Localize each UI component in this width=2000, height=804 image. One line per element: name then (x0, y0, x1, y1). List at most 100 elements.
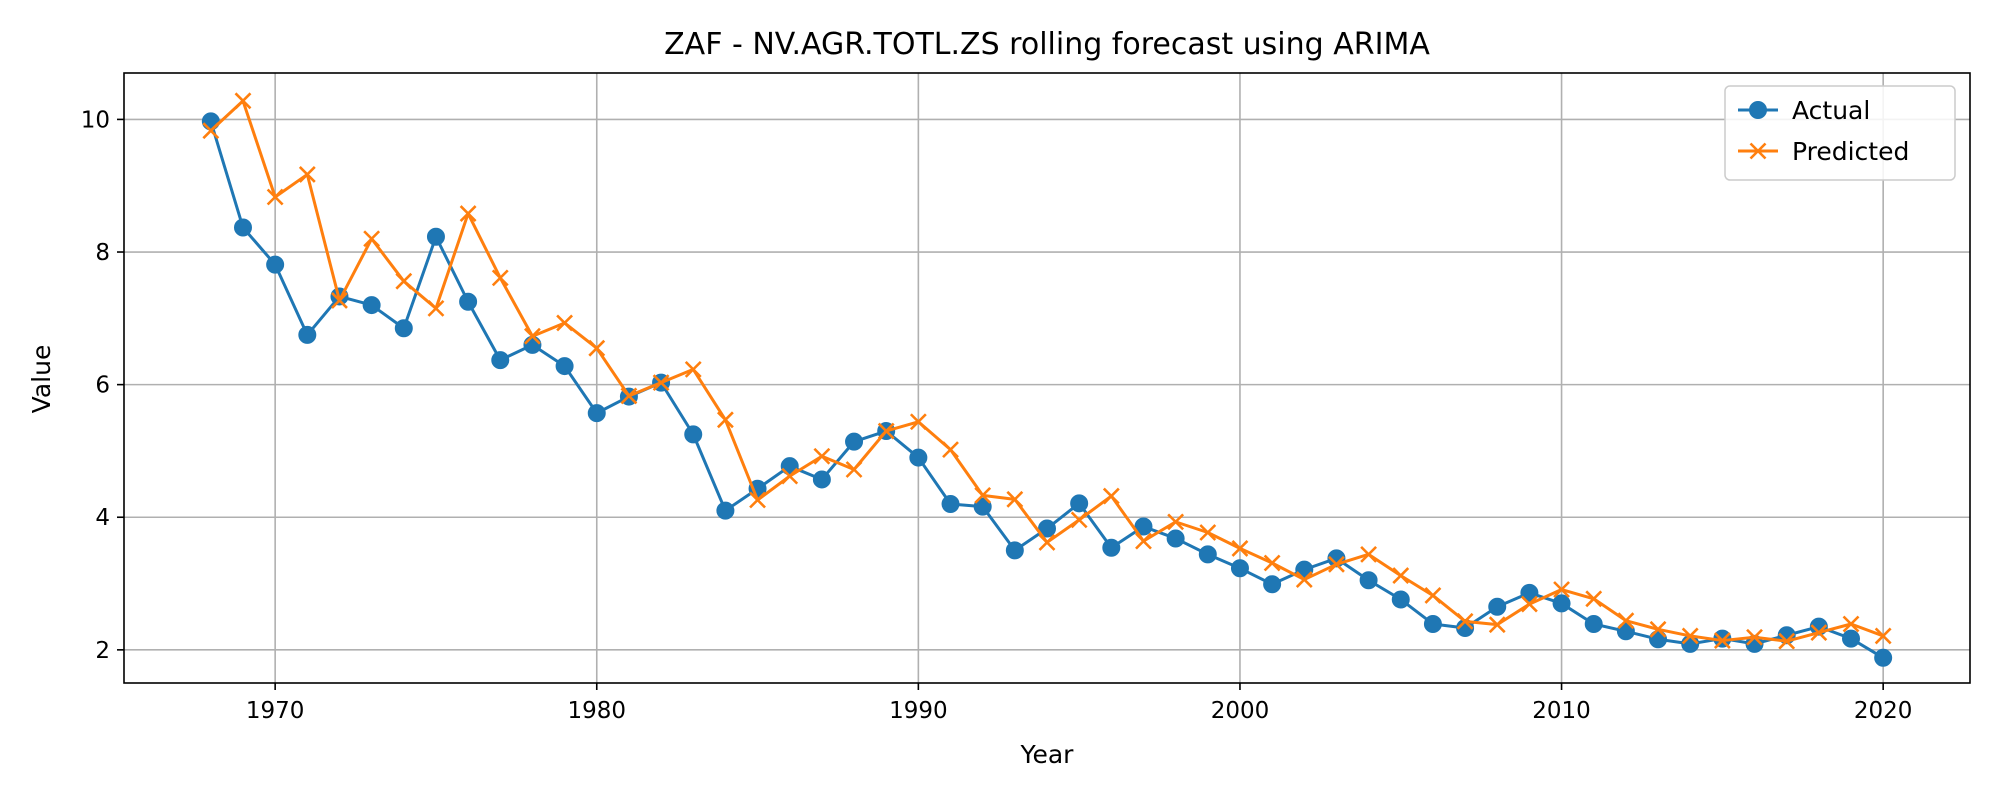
data-point-predicted (1360, 545, 1378, 563)
plot-frame (123, 72, 1971, 684)
data-point-actual (298, 325, 317, 344)
data-point-actual (1584, 614, 1603, 633)
data-point-actual (1745, 634, 1764, 653)
data-point-actual (1616, 622, 1635, 641)
data-point-predicted (1488, 616, 1506, 634)
data-point-actual (684, 425, 703, 444)
data-point-predicted (1520, 595, 1538, 613)
x-tick-label: 2010 (1532, 698, 1591, 724)
data-point-actual (1263, 575, 1282, 594)
series-line-predicted (209, 99, 1884, 643)
data-point-actual (394, 319, 413, 338)
legend-entry-predicted: Predicted (1738, 137, 1909, 166)
data-point-predicted (1617, 612, 1635, 630)
data-point-actual (1874, 648, 1893, 667)
data-point-actual (1038, 519, 1056, 538)
x-tick-label: 2000 (1211, 698, 1270, 724)
data-point-predicted (813, 447, 831, 465)
data-point-predicted (1102, 487, 1120, 505)
data-point-predicted (1135, 532, 1152, 550)
x-tick-label: 1980 (567, 698, 626, 724)
data-point-predicted (1424, 587, 1442, 604)
data-point-actual (1423, 614, 1442, 633)
data-point-predicted (1585, 590, 1603, 608)
data-point-actual (1488, 597, 1507, 616)
data-point-predicted (588, 339, 606, 357)
data-point-actual (1070, 494, 1089, 513)
data-point-actual (491, 351, 510, 370)
x-axis: 1970 1980 1990 2000 2010 2020 (246, 683, 1912, 724)
y-tick-label: 4 (95, 505, 110, 531)
data-point-predicted (491, 269, 509, 287)
data-point-actual (812, 470, 831, 489)
data-point-predicted (1070, 511, 1088, 529)
legend-marker-predicted (1749, 142, 1767, 160)
data-point-actual (1198, 545, 1217, 564)
data-point-predicted (1842, 615, 1860, 633)
data-point-actual (716, 501, 735, 520)
data-point-actual (266, 255, 285, 274)
data-point-predicted (1006, 490, 1024, 508)
data-point-predicted (1553, 581, 1570, 598)
series-layer (201, 92, 1893, 667)
data-point-predicted (1231, 539, 1249, 557)
data-point-predicted (363, 230, 381, 248)
data-point-predicted (427, 299, 445, 317)
data-point-actual (1649, 630, 1668, 649)
data-point-actual (201, 112, 220, 131)
data-point-predicted (877, 422, 895, 440)
data-point-actual (233, 218, 252, 237)
y-tick-label: 10 (81, 107, 110, 133)
y-axis-label: Value (27, 345, 56, 414)
data-point-actual (1391, 590, 1410, 609)
data-point-predicted (1038, 534, 1056, 551)
series-line-actual (209, 120, 1884, 660)
series-predicted (202, 92, 1892, 650)
x-tick-label: 1970 (246, 698, 305, 724)
grid (124, 73, 1970, 683)
data-point-predicted (1167, 513, 1185, 531)
data-point-actual (1102, 538, 1121, 557)
x-axis-label: Year (1020, 740, 1075, 769)
data-point-predicted (202, 122, 220, 140)
data-point-predicted (781, 467, 799, 485)
data-point-predicted (749, 491, 766, 509)
data-point-actual (1552, 594, 1571, 613)
legend-box (1724, 85, 1956, 181)
x-tick-label: 1990 (889, 698, 948, 724)
data-point-predicted (974, 486, 992, 504)
chart-title: ZAF - NV.AGR.TOTL.ZS rolling forecast us… (664, 27, 1430, 62)
legend-marker-actual (1749, 101, 1767, 119)
data-point-predicted (1328, 555, 1345, 573)
data-point-actual (1005, 541, 1024, 560)
data-point-predicted (1295, 571, 1313, 588)
data-point-predicted (234, 92, 252, 110)
y-axis: 2 4 6 8 10 (81, 107, 124, 664)
data-point-actual (941, 494, 960, 513)
data-point-predicted (1681, 627, 1699, 645)
data-point-actual (426, 227, 445, 246)
data-point-predicted (652, 374, 670, 392)
data-point-predicted (942, 441, 959, 459)
data-point-actual (845, 432, 864, 451)
legend: Actual Predicted (1724, 85, 1956, 181)
y-tick-label: 2 (95, 638, 110, 664)
data-point-predicted (909, 413, 927, 431)
data-point-actual (1359, 571, 1378, 590)
data-point-predicted (1456, 612, 1474, 630)
y-tick-label: 6 (95, 373, 110, 399)
data-point-actual (362, 296, 381, 315)
legend-entry-actual: Actual (1738, 96, 1870, 125)
data-point-predicted (298, 166, 316, 183)
data-point-predicted (620, 387, 638, 405)
data-point-predicted (524, 327, 541, 345)
data-point-predicted (331, 292, 348, 309)
series-actual (201, 112, 1893, 667)
data-point-predicted (1263, 554, 1281, 572)
data-point-predicted (459, 205, 477, 222)
data-point-actual (973, 497, 992, 516)
data-point-actual (523, 335, 542, 354)
legend-label-actual: Actual (1792, 96, 1870, 125)
